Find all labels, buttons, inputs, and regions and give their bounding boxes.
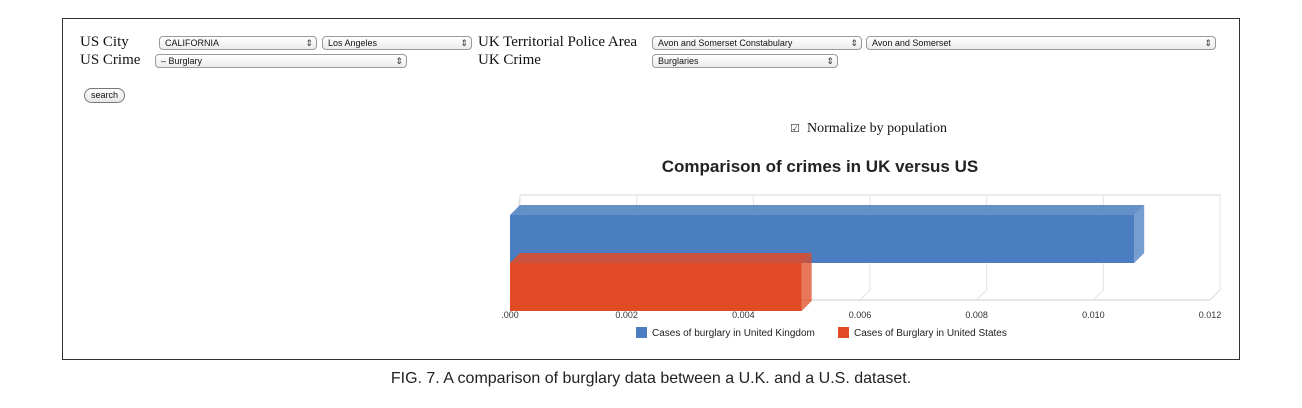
bar-top-face: [510, 205, 1145, 215]
normalize-label: Normalize by population: [807, 121, 947, 136]
uk-force-value: Avon and Somerset Constabulary: [658, 38, 793, 48]
legend-swatch-us: [838, 327, 849, 338]
bar-side-face: [801, 253, 812, 311]
legend-item-uk: Cases of burglary in United Kingdom: [636, 327, 815, 339]
x-tick-label: .000: [501, 310, 519, 320]
dropdown-arrow-icon: ⇕: [460, 38, 468, 48]
us-state-value: CALIFORNIA: [165, 38, 220, 48]
us-city-select[interactable]: Los Angeles ⇕: [322, 36, 472, 50]
us-city-value: Los Angeles: [328, 38, 378, 48]
search-button[interactable]: search: [84, 88, 126, 103]
x-tick-label: 0.002: [615, 310, 638, 320]
x-tick-label: 0.004: [732, 310, 755, 320]
legend-item-us: Cases of Burglary in United States: [838, 327, 1007, 339]
x-tick-label: 0.012: [1199, 310, 1222, 320]
bar-side-face: [1134, 205, 1145, 263]
normalize-checkbox[interactable]: ☑ Normalize by population: [790, 121, 947, 137]
checkbox-check-icon: ☑: [790, 123, 800, 135]
dropdown-arrow-icon: ⇕: [826, 56, 834, 66]
uk-area-label: UK Territorial Police Area: [478, 34, 638, 50]
us-crime-value: – Burglary: [161, 56, 203, 66]
us-city-label: US City: [80, 34, 129, 50]
legend-swatch-uk: [636, 327, 647, 338]
uk-force-select[interactable]: Avon and Somerset Constabulary ⇕: [652, 36, 862, 50]
uk-crime-label: UK Crime: [478, 52, 541, 68]
legend-label-uk: Cases of burglary in United Kingdom: [652, 328, 815, 339]
bar-top-face: [510, 253, 812, 263]
dropdown-arrow-icon: ⇕: [305, 38, 313, 48]
dropdown-arrow-icon: ⇕: [1204, 38, 1212, 48]
uk-crime-select[interactable]: Burglaries ⇕: [652, 54, 838, 68]
x-tick-label: 0.010: [1082, 310, 1105, 320]
dropdown-arrow-icon: ⇕: [395, 56, 403, 66]
gridline-depth: [976, 289, 988, 301]
x-tick-label: 0.008: [965, 310, 988, 320]
us-crime-label: US Crime: [80, 52, 141, 68]
dropdown-arrow-icon: ⇕: [850, 38, 858, 48]
us-state-select[interactable]: CALIFORNIA ⇕: [159, 36, 317, 50]
uk-area-select[interactable]: Avon and Somerset ⇕: [866, 36, 1216, 50]
bar: [510, 263, 802, 311]
uk-area-value: Avon and Somerset: [872, 38, 951, 48]
figure-caption: FIG. 7. A comparison of burglary data be…: [390, 370, 912, 387]
us-crime-select[interactable]: – Burglary ⇕: [155, 54, 407, 68]
chart-title: Comparison of crimes in UK versus US: [661, 157, 979, 176]
x-tick-label: 0.006: [849, 310, 872, 320]
gridline-depth: [1092, 289, 1104, 301]
legend-label-us: Cases of Burglary in United States: [854, 328, 1007, 339]
uk-crime-value: Burglaries: [658, 56, 699, 66]
gridline-depth: [859, 289, 871, 301]
gridline-depth: [1209, 289, 1221, 301]
